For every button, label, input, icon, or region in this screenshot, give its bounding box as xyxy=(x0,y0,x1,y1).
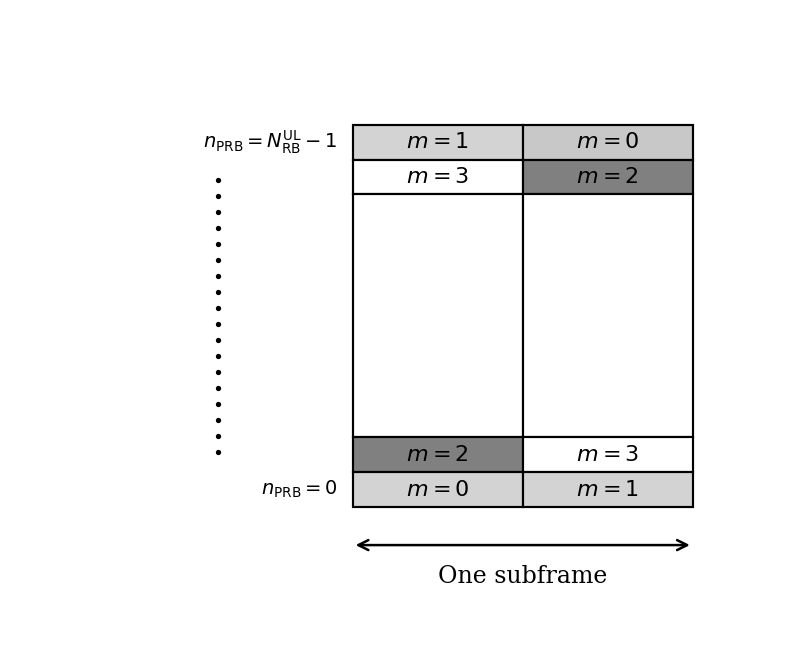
Bar xyxy=(523,124,693,159)
Bar xyxy=(353,124,523,159)
Text: $m=0$: $m=0$ xyxy=(576,132,640,152)
Text: $n_{\mathrm{PRB}}=N_{\mathrm{RB}}^{\mathrm{UL}}-1$: $n_{\mathrm{PRB}}=N_{\mathrm{RB}}^{\math… xyxy=(203,128,337,156)
Bar xyxy=(523,437,693,472)
Text: One subframe: One subframe xyxy=(438,565,608,588)
Text: $m=3$: $m=3$ xyxy=(576,445,639,465)
Text: $m=2$: $m=2$ xyxy=(576,167,639,187)
Bar xyxy=(353,437,523,472)
Bar xyxy=(353,159,523,195)
Text: $m=1$: $m=1$ xyxy=(576,480,639,499)
Bar xyxy=(523,472,693,507)
Text: $m=3$: $m=3$ xyxy=(406,167,469,187)
Text: $n_{\mathrm{PRB}}=0$: $n_{\mathrm{PRB}}=0$ xyxy=(261,479,337,500)
Bar xyxy=(353,472,523,507)
Text: $m=2$: $m=2$ xyxy=(406,445,469,465)
Bar xyxy=(523,159,693,195)
Bar xyxy=(353,195,523,437)
Bar xyxy=(353,124,693,507)
Text: $m=1$: $m=1$ xyxy=(406,132,469,152)
Bar xyxy=(523,195,693,437)
Text: $m=0$: $m=0$ xyxy=(406,480,469,499)
